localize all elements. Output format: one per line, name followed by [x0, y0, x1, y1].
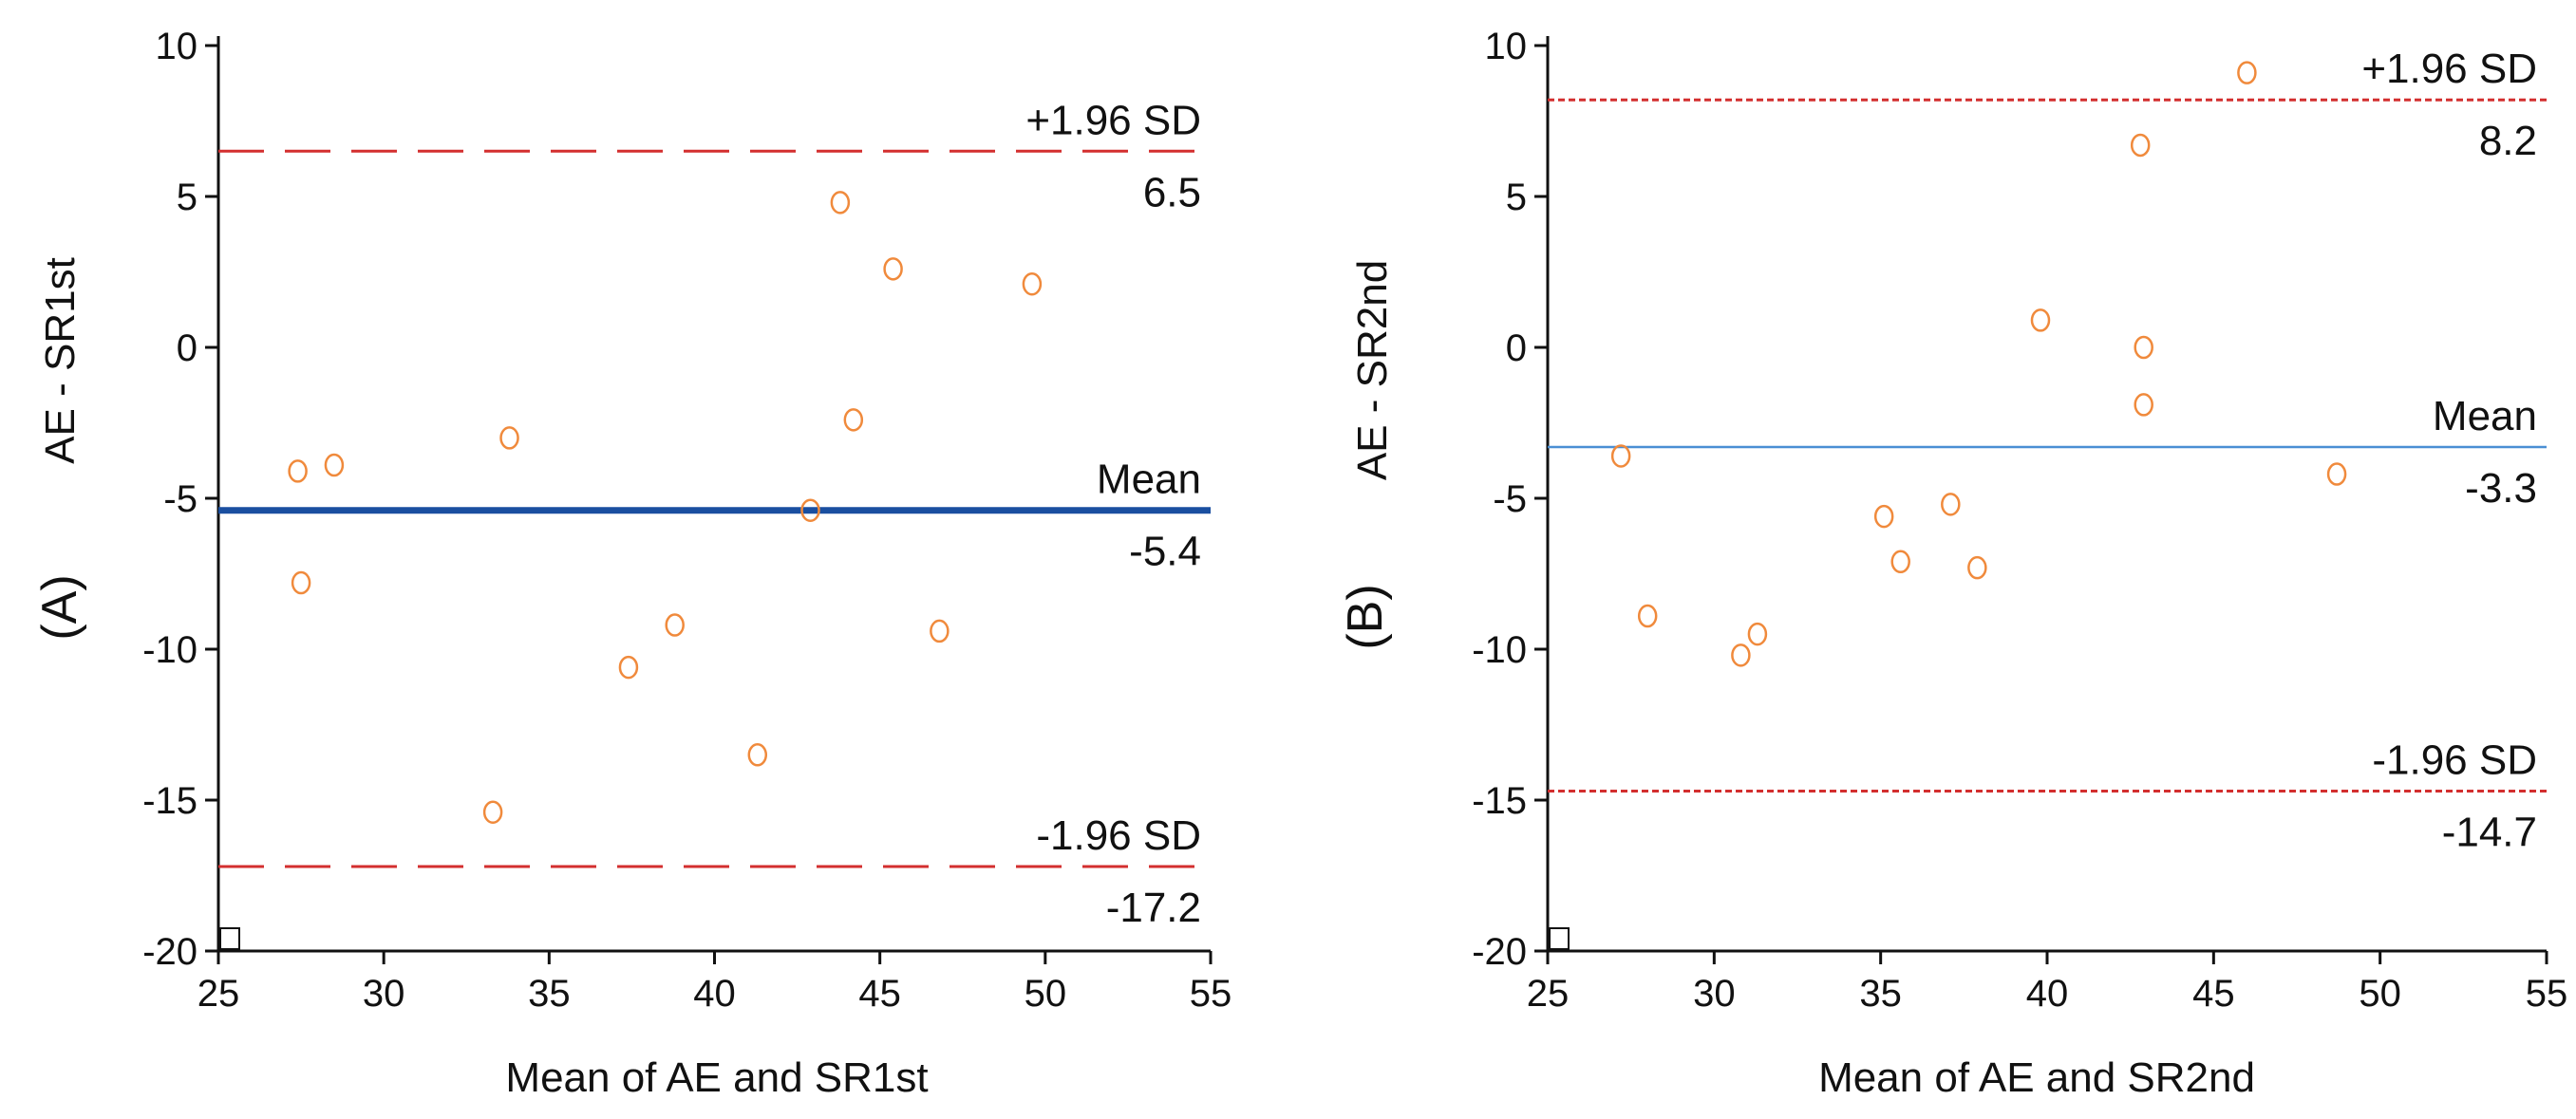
- panel-b-data-point: [2326, 462, 2347, 486]
- panel-b-data-point: [2130, 133, 2151, 158]
- panel-a-x-tick-label: 55: [1190, 973, 1232, 1015]
- panel-b-data-point: [1747, 622, 1768, 646]
- panel-a-lower-loa-value: -17.2: [1106, 885, 1201, 931]
- panel-a-y-tick-label: 5: [177, 177, 197, 218]
- panel-b-data-point: [2237, 61, 2257, 84]
- panel-b-x-tick-label: 30: [1693, 973, 1736, 1015]
- panel-b-data-point: [1637, 604, 1658, 628]
- panel-a-xlabel: Mean of AE and SR1st: [505, 1054, 928, 1101]
- panel-b-x-tick-label: 25: [1527, 973, 1570, 1015]
- panel-a-data-point: [499, 426, 519, 450]
- panel-a-x-tick-label: 25: [197, 973, 240, 1015]
- panel-b-x-tick-label: 55: [2526, 973, 2568, 1015]
- panel-a-data-point: [618, 655, 639, 680]
- panel-a-upper-loa-value: 6.5: [1143, 169, 1201, 215]
- panel-a-data-point: [482, 800, 503, 824]
- panel-b-data-point: [1890, 550, 1910, 574]
- panel-a-mean-value: -5.4: [1129, 529, 1201, 575]
- panel-b-data-point: [1941, 493, 1961, 516]
- panel-b-data-point: [1610, 444, 1631, 468]
- panel-b-y-tick-label: -20: [1472, 931, 1527, 973]
- panel-a-y-tick-label: 0: [177, 327, 197, 369]
- panel-b-upper-loa-label: +1.96 SD: [2361, 46, 2537, 92]
- panel-a-x-tick-label: 40: [693, 973, 736, 1015]
- panel-b-x-tick-label: 40: [2026, 973, 2069, 1015]
- panel-a-data-point: [930, 619, 950, 643]
- panel-b-x-tick-label: 35: [1859, 973, 1902, 1015]
- panel-b-x-tick-label: 50: [2359, 973, 2401, 1015]
- panel-a-data-point: [1022, 271, 1043, 296]
- panel-a-data-point: [288, 459, 308, 483]
- panel-b-y-tick-label: 5: [1506, 177, 1527, 218]
- panel-b-y-tick-label: -15: [1472, 780, 1527, 822]
- panel-a-data-point: [830, 191, 851, 214]
- panel-a-data-point: [843, 408, 864, 432]
- panel-a-data-point: [883, 257, 903, 281]
- panel-b-upper-loa-value: 8.2: [2479, 118, 2537, 164]
- panel-b-data-point: [2134, 335, 2153, 360]
- panel-a-corner-box: [219, 927, 240, 950]
- panel-a-data-point: [291, 570, 311, 595]
- panel-b-y-tick-label: -5: [1493, 478, 1527, 520]
- panel-b-data-point: [2030, 308, 2051, 332]
- panel-b-mean-value: -3.3: [2465, 465, 2537, 512]
- panel-a: (A) AE - SR1st Mean of AE and SR1st 1050…: [32, 26, 1232, 1101]
- panel-a-data-point: [800, 498, 820, 522]
- panel-b-y-tick-label: -10: [1472, 629, 1527, 671]
- panel-b-data-point: [2134, 393, 2153, 417]
- panel-a-data-point: [665, 613, 685, 637]
- panel-a-y-tick-label: -5: [163, 478, 197, 520]
- panel-a-x-tick-label: 50: [1025, 973, 1067, 1015]
- panel-b-ylabel: AE - SR2nd: [1349, 260, 1396, 480]
- panel-b-data-point: [1731, 643, 1751, 667]
- panel-a-x-tick-label: 35: [528, 973, 571, 1015]
- panel-a-ylabel: AE - SR1st: [37, 257, 84, 464]
- panel-a-lower-loa-label: -1.96 SD: [1036, 812, 1201, 859]
- panel-b: (B) AE - SR2nd Mean of AE and SR2nd 1050…: [1338, 26, 2567, 1101]
- panel-a-upper-loa-label: +1.96 SD: [1025, 97, 1201, 143]
- panel-b-y-tick-label: 10: [1485, 26, 1528, 67]
- panel-a-y-tick-label: 10: [156, 26, 198, 67]
- panel-b-x-tick-label: 45: [2192, 973, 2235, 1015]
- panel-b-y-tick-label: 0: [1506, 327, 1527, 369]
- panel-b-xlabel: Mean of AE and SR2nd: [1818, 1054, 2255, 1101]
- panel-b-data-point: [1967, 555, 1987, 580]
- panel-a-mean-label: Mean: [1097, 457, 1201, 503]
- panel-b-label: (B): [1338, 584, 1393, 649]
- panel-a-y-tick-label: -20: [142, 931, 197, 973]
- panel-a-label: (A): [32, 574, 87, 640]
- panel-b-data-point: [1873, 504, 1894, 529]
- panel-b-corner-box: [1549, 927, 1570, 950]
- panel-b-mean-label: Mean: [2433, 393, 2537, 439]
- panel-b-lower-loa-label: -1.96 SD: [2372, 737, 2537, 783]
- panel-b-lower-loa-value: -14.7: [2442, 809, 2537, 855]
- panel-a-y-tick-label: -10: [142, 629, 197, 671]
- panel-a-x-tick-label: 45: [858, 973, 901, 1015]
- panel-a-y-tick-label: -15: [142, 780, 197, 822]
- panel-a-data-point: [324, 453, 345, 477]
- panel-a-data-point: [747, 743, 768, 767]
- panel-a-x-tick-label: 30: [363, 973, 405, 1015]
